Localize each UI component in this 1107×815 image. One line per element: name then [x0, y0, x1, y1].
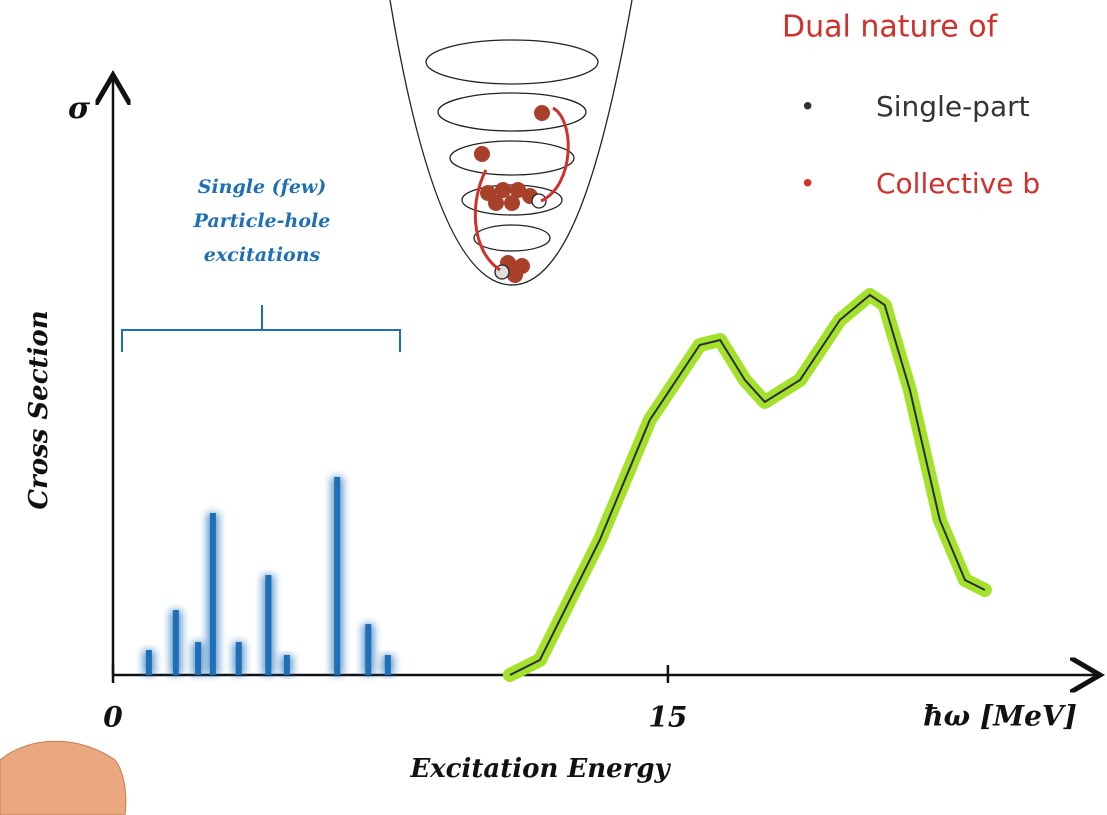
x-tick-label: 0	[103, 701, 123, 734]
bullet-marker: •	[800, 93, 815, 123]
bar	[146, 650, 152, 675]
x-unit-label: ħω [MeV]	[923, 700, 1077, 733]
slide-title: Dual nature of	[782, 10, 999, 45]
bar	[284, 655, 290, 675]
annotation: excitations	[204, 244, 321, 266]
y-axis-label: Cross Section	[24, 310, 54, 509]
nucleus-illustration	[0, 741, 126, 815]
bar	[236, 642, 242, 675]
bullet: Single-part	[876, 90, 1030, 123]
x-axis-label: Excitation Energy	[409, 754, 671, 784]
bar	[210, 513, 216, 675]
x-tick-label: 15	[648, 701, 687, 734]
bar	[173, 610, 179, 675]
annotation: Particle-hole	[193, 210, 331, 232]
y-symbol: σ	[68, 91, 91, 126]
bar	[365, 624, 371, 675]
bracket	[122, 305, 400, 352]
bar	[385, 655, 391, 675]
curve	[510, 295, 985, 675]
bar	[334, 477, 340, 675]
bar	[195, 642, 201, 675]
curve-highlight	[510, 295, 985, 675]
bullet: Collective b	[876, 167, 1040, 200]
bullet-marker: •	[800, 170, 815, 200]
oscillator-illustration	[390, 0, 632, 285]
annotation: Single (few)	[198, 176, 327, 198]
bar	[265, 575, 271, 675]
slide: σ Cross Section Excitation Energy ħω [Me…	[0, 0, 1107, 815]
